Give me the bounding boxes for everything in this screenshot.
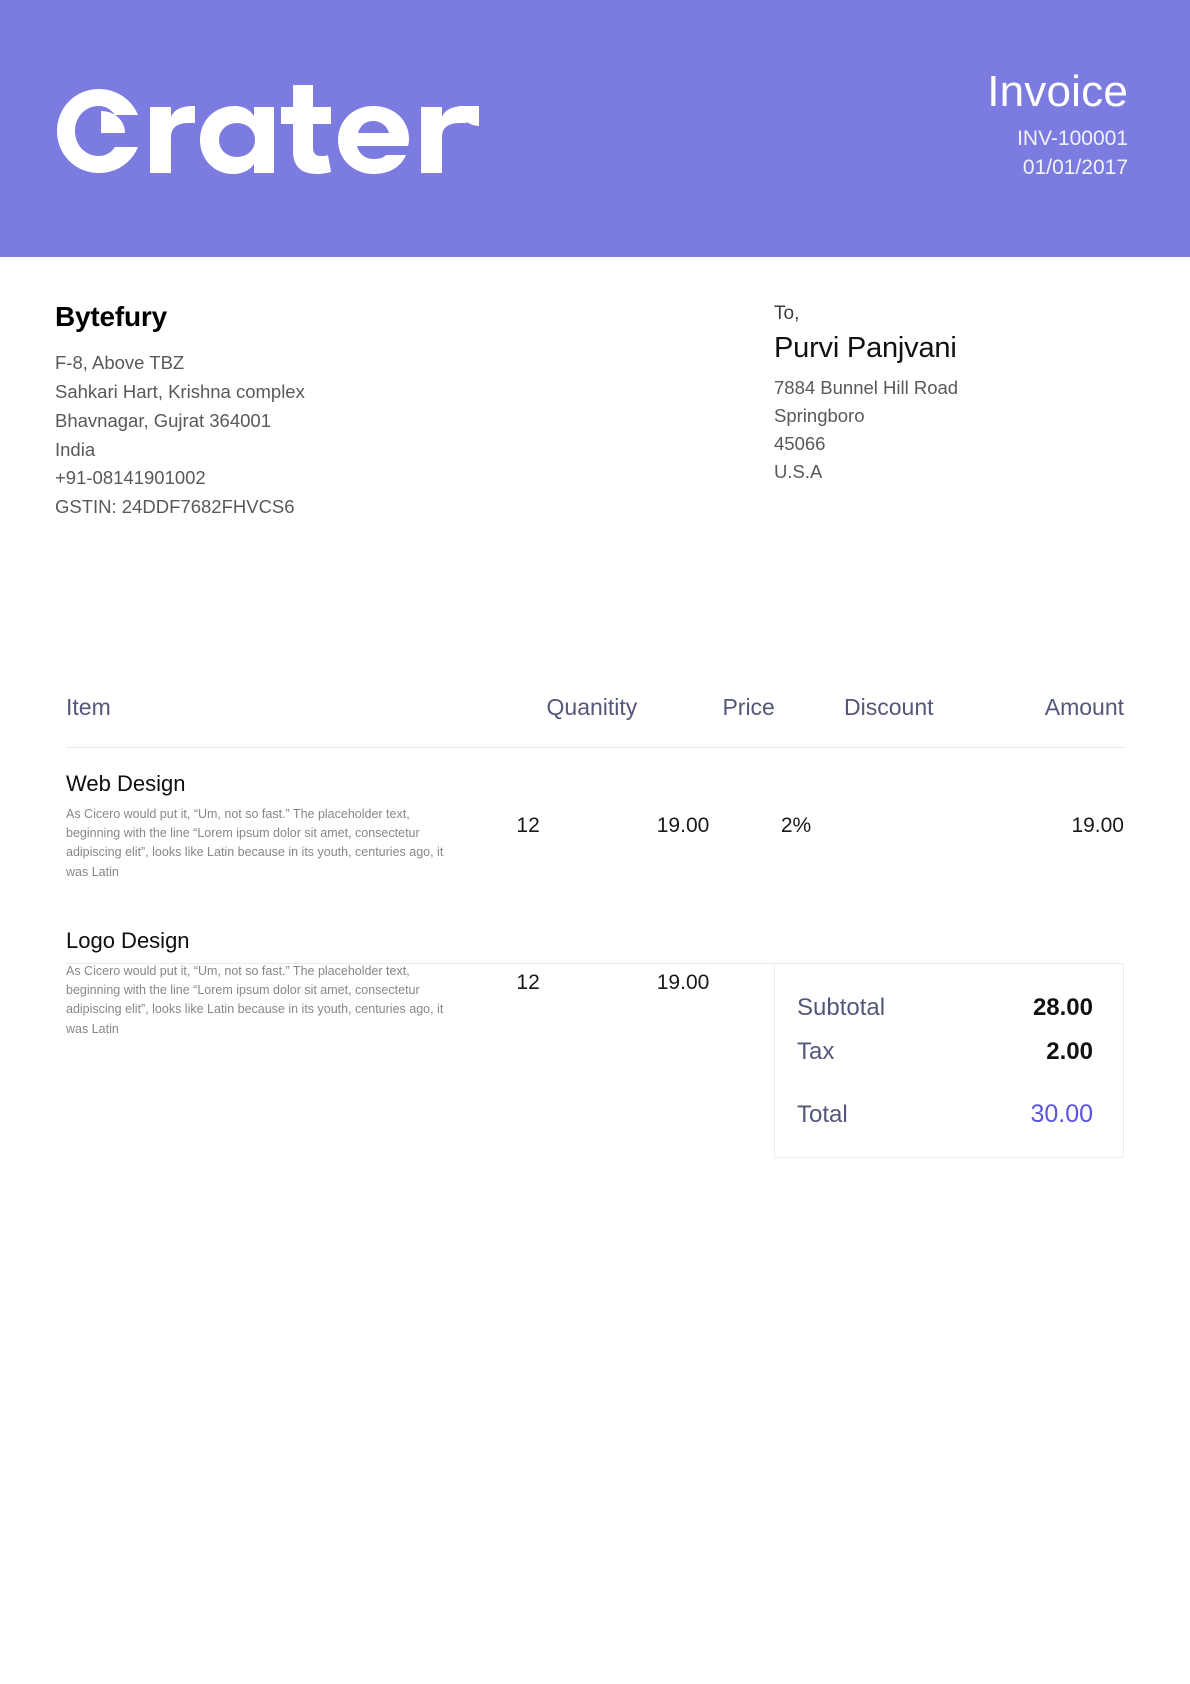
address-section: Bytefury F-8, Above TBZ Sahkari Hart, Kr… bbox=[0, 301, 1190, 522]
total-value: 30.00 bbox=[1030, 1100, 1093, 1128]
column-header-amount: Amount bbox=[1044, 694, 1124, 720]
item-description: As Cicero would put it, “Um, not so fast… bbox=[66, 963, 444, 1036]
item-quantity-cell: 12 bbox=[500, 748, 638, 905]
sender-phone: +91-08141901002 bbox=[55, 467, 206, 489]
column-header-discount: Discount bbox=[844, 694, 934, 720]
recipient-country: U.S.A bbox=[774, 461, 823, 483]
item-price-cell: 19.00 bbox=[637, 748, 775, 905]
item-discount: 2% bbox=[780, 814, 812, 838]
items-table-header: Item Quanitity Price Discount Amount bbox=[66, 694, 1124, 748]
item-name: Web Design bbox=[66, 771, 186, 796]
tax-label: Tax bbox=[797, 1038, 835, 1065]
table-row: Web Design As Cicero would put it, “Um, … bbox=[66, 748, 1124, 905]
item-name: Logo Design bbox=[66, 928, 190, 954]
subtotal-value: 28.00 bbox=[1032, 994, 1093, 1021]
item-cell: Logo Design As Cicero would put it, “Um,… bbox=[66, 905, 500, 1062]
recipient-postal-code: 45066 bbox=[774, 433, 826, 455]
subtotal-line: Subtotal 28.00 bbox=[797, 994, 1093, 1022]
sender-company-name: Bytefury bbox=[55, 301, 167, 332]
sender-address-block: Bytefury F-8, Above TBZ Sahkari Hart, Kr… bbox=[55, 301, 575, 522]
invoice-meta: Invoice INV-100001 01/01/2017 bbox=[987, 67, 1128, 182]
crater-logo bbox=[55, 81, 485, 181]
item-quantity: 12 bbox=[516, 971, 540, 995]
item-price: 19.00 bbox=[656, 814, 710, 838]
sender-address-line: F-8, Above TBZ bbox=[55, 352, 185, 373]
invoice-title: Invoice bbox=[987, 67, 1128, 117]
item-amount-cell: 19.00 bbox=[934, 748, 1124, 905]
total-line: Total 30.00 bbox=[797, 1100, 1093, 1129]
subtotal-label: Subtotal bbox=[797, 994, 886, 1021]
item-price: 19.00 bbox=[656, 971, 710, 995]
recipient-name: Purvi Panjvani bbox=[774, 331, 957, 364]
recipient-address-block: To, Purvi Panjvani 7884 Bunnel Hill Road… bbox=[774, 301, 1094, 522]
item-quantity-cell: 12 bbox=[500, 905, 638, 1062]
invoice-number: INV-100001 bbox=[1017, 127, 1128, 151]
invoice-date: 01/01/2017 bbox=[1022, 155, 1128, 179]
item-amount: 19.00 bbox=[1071, 814, 1124, 838]
item-cell: Web Design As Cicero would put it, “Um, … bbox=[66, 748, 500, 905]
column-header-quantity: Quanitity bbox=[546, 694, 638, 720]
sender-address-line: Sahkari Hart, Krishna complex bbox=[55, 380, 305, 402]
totals-divider bbox=[66, 963, 1124, 964]
recipient-label: To, bbox=[774, 303, 800, 324]
crater-logo-icon bbox=[57, 84, 479, 174]
item-description: As Cicero would put it, “Um, not so fast… bbox=[66, 806, 444, 879]
column-header-item: Item bbox=[66, 694, 111, 720]
sender-address-line: India bbox=[55, 438, 96, 460]
totals-summary: Subtotal 28.00 Tax 2.00 Total 30.00 bbox=[774, 964, 1124, 1158]
item-quantity: 12 bbox=[516, 814, 540, 838]
item-discount-cell: 2% bbox=[775, 748, 934, 905]
sender-gstin: GSTIN: 24DDF7682FHVCS6 bbox=[55, 496, 295, 518]
recipient-address-line: Springboro bbox=[774, 404, 865, 426]
column-header-price: Price bbox=[722, 694, 775, 720]
total-label: Total bbox=[797, 1101, 848, 1128]
sender-address-line: Bhavnagar, Gujrat 364001 bbox=[55, 409, 271, 431]
tax-line: Tax 2.00 bbox=[797, 1038, 1093, 1066]
invoice-header: Invoice INV-100001 01/01/2017 bbox=[0, 0, 1190, 257]
recipient-address-line: 7884 Bunnel Hill Road bbox=[774, 376, 959, 398]
table-header-row: Item Quanitity Price Discount Amount bbox=[66, 694, 1124, 748]
item-price-cell: 19.00 bbox=[637, 905, 775, 1062]
tax-value: 2.00 bbox=[1046, 1038, 1093, 1065]
